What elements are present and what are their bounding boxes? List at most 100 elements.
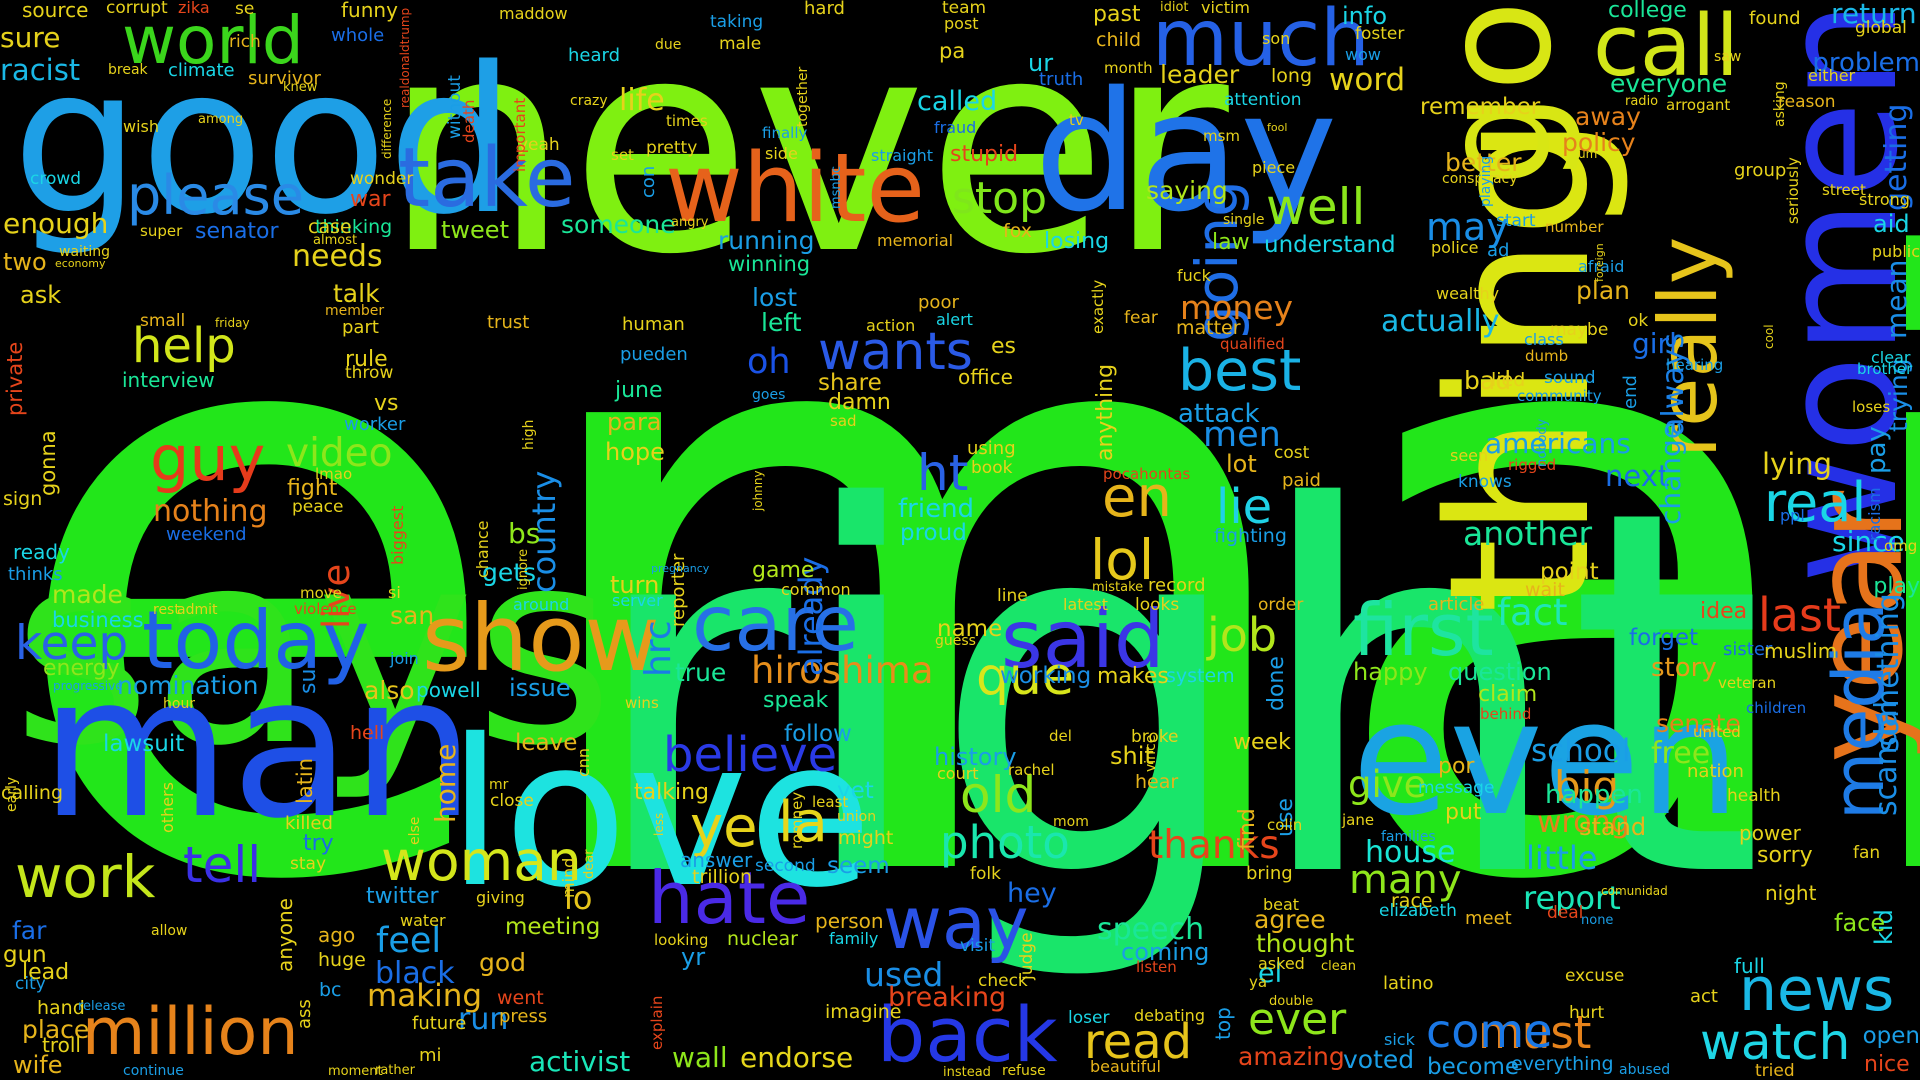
word-friday: friday xyxy=(215,316,250,330)
word-lie: lie xyxy=(1216,479,1273,535)
word-sure: sure xyxy=(0,21,61,54)
word-pocahontas: pocahontas xyxy=(1103,465,1191,483)
word-mom: mom xyxy=(1053,814,1089,830)
word-oh: oh xyxy=(747,342,791,382)
word-taking: taking xyxy=(710,12,764,32)
word-se: se xyxy=(235,0,255,19)
word-needs: needs xyxy=(292,239,383,274)
word-judge: judge xyxy=(1017,932,1037,980)
word-funny: funny xyxy=(341,0,398,22)
word-attention: attention xyxy=(1224,90,1302,110)
word-hrc: hrc xyxy=(638,620,679,677)
word-anything: anything xyxy=(1093,363,1118,461)
word-crowd: crowd xyxy=(30,169,82,189)
word-two: two xyxy=(3,248,47,276)
word-open: open xyxy=(1862,1023,1920,1049)
word-news: news xyxy=(1739,955,1895,1025)
word-male: male xyxy=(719,34,762,54)
word-side: side xyxy=(765,144,798,163)
word-care: care xyxy=(692,580,859,669)
word-la: la xyxy=(778,790,828,855)
word-police: police xyxy=(1431,238,1479,257)
word-line: line xyxy=(997,586,1028,606)
word-colin: colin xyxy=(1267,816,1303,834)
word-press: press xyxy=(499,1006,548,1027)
word-business: business xyxy=(52,608,144,632)
word-wait: wait xyxy=(1525,579,1565,601)
word-follow: follow xyxy=(784,721,852,747)
word-elizabeth: elizabeth xyxy=(1379,901,1457,921)
word-turn: turn xyxy=(610,571,660,599)
word-explain: explain xyxy=(648,995,666,1050)
word-fact: fact xyxy=(1497,591,1568,634)
word-sorry: sorry xyxy=(1757,843,1813,868)
word-answer: answer xyxy=(680,848,753,872)
word-knew: knew xyxy=(283,80,318,95)
word-dear: dear xyxy=(582,849,597,880)
word-source: source xyxy=(22,0,89,22)
word-order: order xyxy=(1258,595,1304,615)
word-makes: makes xyxy=(1097,664,1169,689)
word-seriously: seriously xyxy=(1784,157,1802,224)
word-voted: voted xyxy=(1343,1045,1415,1074)
word-history: history xyxy=(934,743,1017,771)
word-important: important xyxy=(511,97,529,172)
word-loser: loser xyxy=(1068,1008,1110,1028)
word-speech: speech xyxy=(1097,912,1205,947)
word-old: old xyxy=(960,766,1037,824)
word-men: men xyxy=(1203,415,1281,455)
word-else: else xyxy=(407,816,423,845)
word-difference: difference xyxy=(380,98,394,159)
word-ppl: ppl xyxy=(1780,506,1805,525)
word-fear: fear xyxy=(1124,308,1158,328)
word-mi: mi xyxy=(419,1045,442,1066)
word-change: change xyxy=(1654,421,1687,525)
word-ye: ye xyxy=(690,795,758,860)
word-bc: bc xyxy=(319,979,342,1001)
word-nation: nation xyxy=(1687,761,1744,782)
word-ask: ask xyxy=(20,281,62,309)
word-waiting: waiting xyxy=(59,244,111,260)
word-arrogant: arrogant xyxy=(1666,96,1731,114)
word-senate: senate xyxy=(1656,709,1741,738)
word-less: less xyxy=(652,812,666,836)
word-hell: hell xyxy=(350,722,385,744)
word-fuck: fuck xyxy=(1177,266,1211,285)
word-excuse: excuse xyxy=(1565,966,1625,986)
word-truth: truth xyxy=(1039,69,1084,90)
word-msnbc: msnbc xyxy=(829,165,844,209)
word-act: act xyxy=(1690,986,1718,1007)
word-others: others xyxy=(158,781,177,833)
word-using: using xyxy=(967,438,1016,459)
word-foreign: foreign xyxy=(1593,243,1606,283)
word-lot: lot xyxy=(1226,450,1257,478)
word-idea: idea xyxy=(1700,599,1748,624)
word-past: past xyxy=(1093,2,1141,27)
word-member: member xyxy=(325,303,385,319)
word-cnn: cnn xyxy=(574,747,593,777)
word-union: union xyxy=(837,809,877,825)
word-breaking: breaking xyxy=(888,982,1007,1013)
word-best: best xyxy=(1178,338,1302,404)
word-end: end xyxy=(1620,375,1641,410)
word-family: family xyxy=(829,929,879,948)
word-meet: meet xyxy=(1465,908,1512,929)
word-community: community xyxy=(1517,387,1602,405)
word-almost: almost xyxy=(313,233,358,248)
word-face: face xyxy=(1834,909,1886,937)
word-yet: yet xyxy=(837,778,874,804)
word-con: con xyxy=(638,166,659,199)
word-school: school xyxy=(1531,733,1631,769)
word-high: high xyxy=(521,419,537,450)
word-latin: latin xyxy=(293,757,317,804)
word-point: point xyxy=(1540,559,1599,585)
word-son: son xyxy=(1262,29,1291,48)
word-anyone: anyone xyxy=(273,898,297,972)
word-lawsuit: lawsuit xyxy=(103,731,185,757)
word-found: found xyxy=(1749,8,1801,29)
word-powell: powell xyxy=(416,678,481,702)
word-million: million xyxy=(82,995,299,1070)
word-folk: folk xyxy=(970,864,1001,884)
word-system: system xyxy=(1166,665,1235,687)
